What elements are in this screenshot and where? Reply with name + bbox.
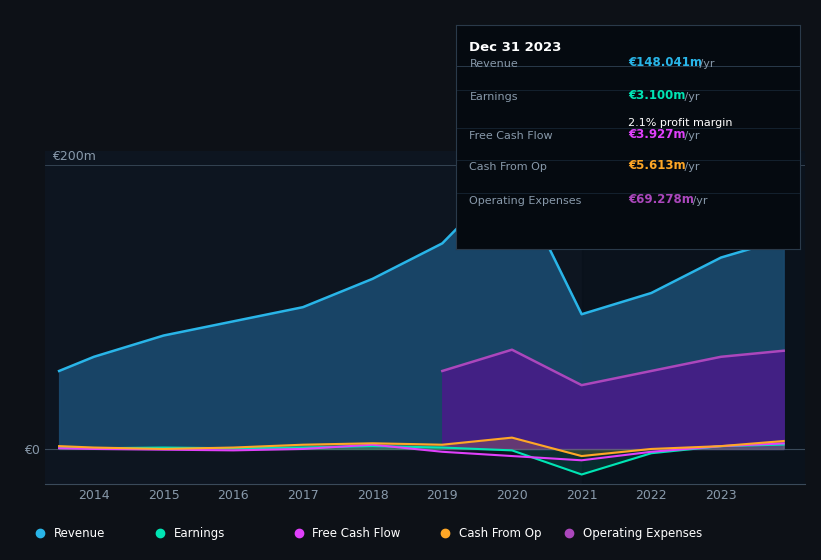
Bar (581, 151, 821, 484)
Text: /yr: /yr (681, 92, 699, 102)
Text: Free Cash Flow: Free Cash Flow (470, 130, 553, 141)
Text: €69.278m: €69.278m (628, 193, 694, 206)
Text: /yr: /yr (681, 130, 699, 141)
Text: €3.927m: €3.927m (628, 128, 686, 141)
Text: €3.100m: €3.100m (628, 90, 686, 102)
Text: €148.041m: €148.041m (628, 56, 702, 69)
Text: /yr: /yr (696, 59, 715, 69)
Text: Revenue: Revenue (470, 59, 518, 69)
Text: Earnings: Earnings (173, 527, 225, 540)
Text: Cash From Op: Cash From Op (459, 527, 542, 540)
Text: Free Cash Flow: Free Cash Flow (313, 527, 401, 540)
Text: Dec 31 2023: Dec 31 2023 (470, 41, 562, 54)
Text: €5.613m: €5.613m (628, 159, 686, 172)
Text: Operating Expenses: Operating Expenses (583, 527, 702, 540)
Text: /yr: /yr (681, 162, 699, 172)
Text: Operating Expenses: Operating Expenses (470, 195, 582, 206)
Text: €200m: €200m (52, 150, 96, 162)
Text: Revenue: Revenue (54, 527, 105, 540)
Text: Cash From Op: Cash From Op (470, 162, 548, 172)
Text: 2.1% profit margin: 2.1% profit margin (628, 118, 732, 128)
Text: Earnings: Earnings (470, 92, 518, 102)
Text: /yr: /yr (689, 195, 707, 206)
